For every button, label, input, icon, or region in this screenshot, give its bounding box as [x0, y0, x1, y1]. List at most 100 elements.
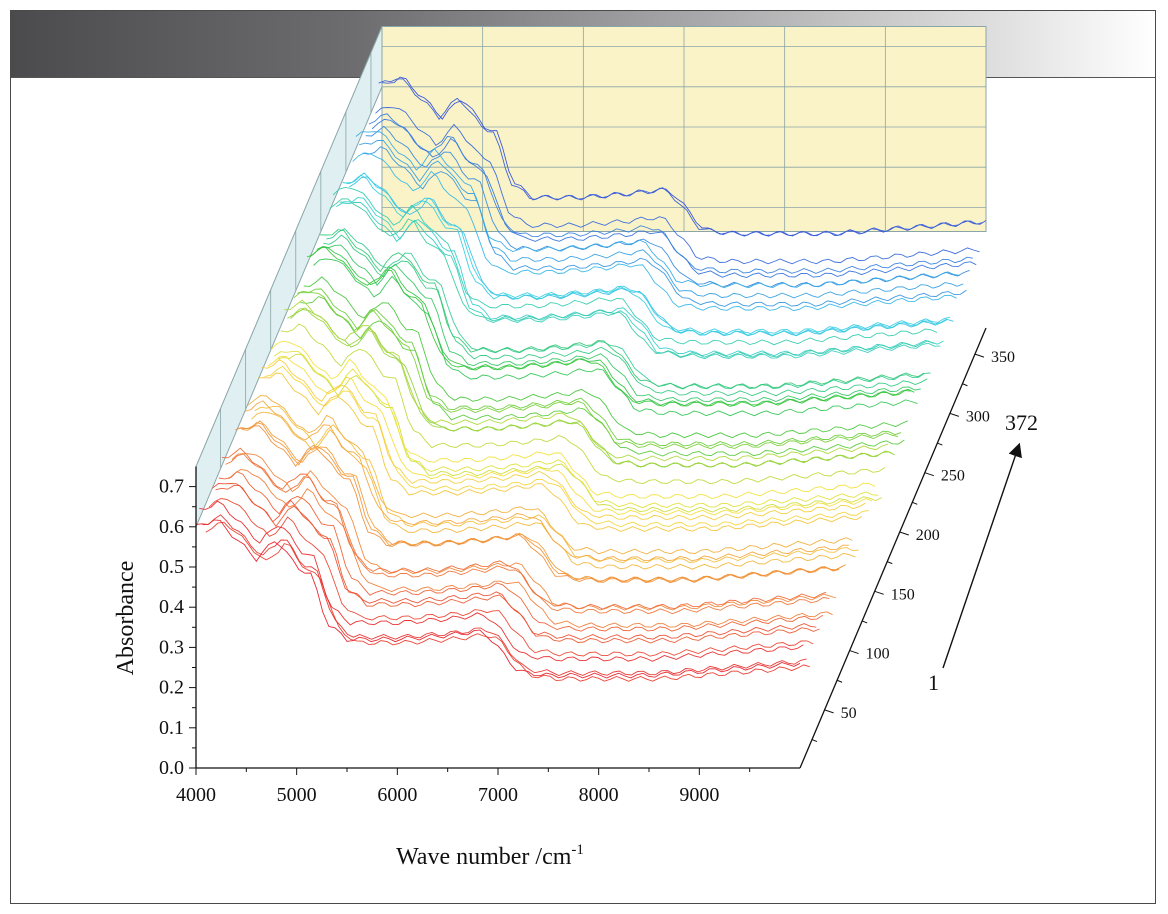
y-tick-label: 0.0	[159, 757, 184, 779]
spectrum-line	[247, 395, 853, 555]
z-axis-line	[799, 327, 987, 769]
spectrum-line	[319, 229, 925, 389]
spectra-series	[195, 76, 987, 682]
x-axis-title-superscript: -1	[571, 842, 584, 858]
spectrum-line	[254, 405, 859, 564]
spectrum-line	[222, 447, 827, 610]
chart-labels: 4000 5000 6000 7000 8000 9000 0.0 0.1 0.2 0.3 0.4 0…	[113, 349, 1038, 870]
x-tick-label: 7000	[478, 784, 518, 806]
z-tick-label: 200	[916, 527, 940, 544]
z-axis-tick	[861, 620, 868, 624]
spectrum-line	[270, 340, 876, 500]
spectrum-line	[306, 246, 911, 407]
spectrum-line	[218, 471, 824, 632]
spectrum-line	[195, 519, 801, 679]
x-tick-label: 4000	[176, 784, 216, 806]
spectrum-line	[329, 198, 934, 358]
x-tick-label: 9000	[679, 784, 719, 806]
z-tick-label: 50	[841, 705, 857, 722]
spectrum-line	[346, 172, 951, 335]
spectrum-line	[332, 186, 938, 346]
spectrum-line	[231, 453, 837, 611]
spectrum-line	[225, 453, 830, 615]
spectrum-line	[378, 78, 983, 237]
spectrum-line	[355, 131, 960, 289]
spectrum-line	[280, 323, 886, 485]
spectrum-line	[290, 309, 895, 468]
spectrum-line	[326, 228, 931, 390]
z-axis-tick	[887, 561, 893, 565]
spectrum-line	[349, 176, 954, 337]
spectrum-line	[202, 514, 807, 676]
spectrum-line	[244, 400, 849, 562]
spectrum-line	[303, 276, 908, 439]
order-arrow	[942, 442, 1022, 669]
z-axis-tick	[937, 442, 943, 446]
z-axis-tick	[912, 501, 918, 505]
spectrum-line	[375, 107, 980, 265]
z-tick-label: 300	[966, 408, 990, 425]
spectrum-line	[199, 500, 804, 662]
y-tick-label: 0.6	[159, 516, 184, 538]
z-axis-tick	[949, 412, 960, 417]
spectrum-line	[313, 258, 918, 417]
spectrum-line	[339, 197, 944, 357]
chart-axes	[189, 327, 1022, 775]
x-axis-title: Wave number /cm-1	[396, 842, 584, 870]
z-axis-tick	[874, 590, 884, 595]
y-tick-label: 0.4	[159, 596, 184, 618]
spectrum-line	[205, 521, 810, 682]
spectrum-line	[208, 498, 814, 657]
spectrum-line	[235, 425, 840, 584]
spectrum-line	[287, 307, 892, 468]
x-tick-label: 8000	[579, 784, 619, 806]
y-tick-label: 0.3	[159, 636, 184, 658]
chart-walls	[195, 26, 987, 527]
spectrum-line	[365, 125, 970, 288]
spectrum-line	[238, 422, 843, 583]
spectrum-line	[261, 358, 866, 521]
spectrum-line	[336, 201, 941, 360]
spectrum-line	[352, 152, 957, 312]
spectrum-line	[212, 483, 817, 640]
z-tick-label: 350	[991, 349, 1015, 366]
spectrum-line	[274, 351, 879, 509]
spectrum-line	[277, 353, 882, 513]
spectrum-line	[284, 299, 889, 462]
spectrum-line	[359, 140, 964, 299]
z-axis-tick	[824, 709, 834, 714]
spectrum-line	[323, 234, 928, 397]
z-axis-tick	[849, 650, 859, 655]
y-tick-label: 0.5	[159, 556, 184, 578]
spectrum-line	[368, 113, 973, 274]
spectrum-line	[342, 174, 948, 336]
x-tick-label: 5000	[277, 784, 317, 806]
z-axis-tick	[811, 739, 818, 743]
spectrum-line	[371, 118, 977, 278]
spectrum-line	[215, 485, 820, 644]
spectrum-line	[264, 365, 869, 528]
spectrum-line	[362, 146, 967, 307]
y-tick-label: 0.1	[159, 717, 184, 739]
spectrum-line	[257, 372, 863, 532]
z-axis-tick	[836, 679, 843, 683]
y-axis-title: Absorbance	[113, 561, 139, 676]
arrow-start-label: 1	[928, 670, 939, 695]
z-axis-tick	[924, 472, 934, 477]
y-tick-label: 0.2	[159, 677, 184, 699]
z-tick-label: 250	[941, 468, 965, 485]
z-axis-tick	[962, 383, 968, 387]
x-tick-label: 6000	[377, 784, 417, 806]
arrow-end-label: 372	[1005, 410, 1038, 435]
z-axis-tick	[974, 353, 985, 358]
spectrum-line	[316, 244, 921, 403]
y-tick-label: 0.7	[159, 476, 184, 498]
spectrum-line	[228, 469, 833, 629]
spectrum-line	[293, 292, 898, 450]
spectrum-line	[300, 296, 905, 457]
spectrum-line	[267, 355, 872, 516]
z-tick-label: 100	[866, 646, 890, 663]
spectrum-line	[297, 288, 902, 447]
z-axis-tick	[899, 531, 909, 536]
